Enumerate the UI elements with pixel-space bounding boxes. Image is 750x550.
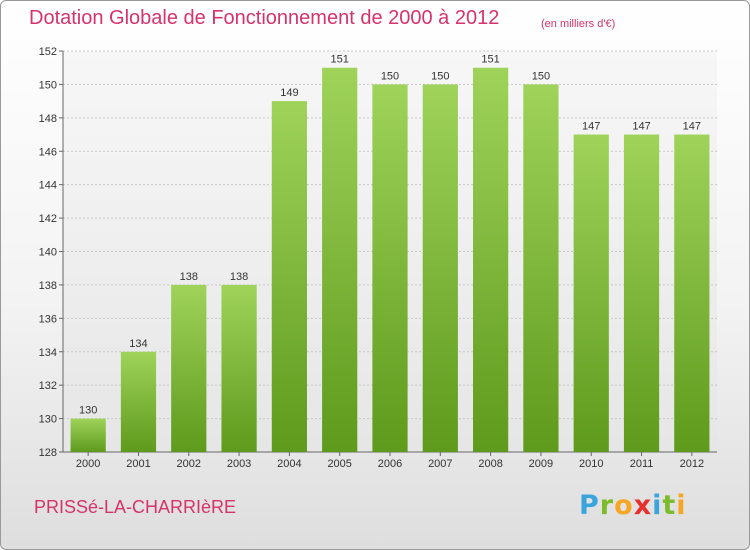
bar-value-label: 150 (532, 70, 550, 82)
bar (422, 84, 458, 453)
logo-letter: i (652, 490, 663, 521)
x-tick-label: 2000 (76, 458, 100, 470)
bar (372, 84, 408, 453)
bar-value-label: 147 (683, 121, 701, 133)
bar-value-label: 151 (331, 54, 349, 66)
bar (70, 418, 106, 452)
bar-value-label: 138 (180, 271, 198, 283)
bar (623, 134, 660, 452)
x-tick-label: 2007 (428, 458, 452, 470)
bar (674, 134, 710, 452)
proxiti-logo: Proxiti (579, 490, 687, 521)
y-tick-label: 144 (39, 180, 57, 192)
bar (271, 101, 307, 452)
x-tick-label: 2012 (680, 458, 704, 470)
x-tick-label: 2003 (227, 458, 251, 470)
logo-letter: o (614, 490, 634, 521)
y-tick-label: 150 (39, 79, 57, 91)
bar (473, 67, 509, 452)
bar-value-label: 134 (129, 338, 147, 350)
bar-value-label: 147 (632, 121, 650, 133)
bar-value-label: 150 (431, 70, 449, 82)
logo-letter: i (676, 490, 687, 521)
x-tick-label: 2009 (529, 458, 553, 470)
y-tick-label: 148 (39, 113, 57, 125)
bar (322, 67, 358, 452)
bar (221, 284, 257, 452)
x-tick-label: 2006 (378, 458, 402, 470)
x-tick-label: 2011 (630, 458, 654, 470)
commune-name: PRISSé-LA-CHARRIèRE (34, 497, 237, 517)
y-tick-label: 146 (39, 146, 57, 158)
bar-value-label: 130 (79, 405, 97, 417)
x-tick-label: 2008 (478, 458, 502, 470)
y-tick-label: 138 (39, 280, 57, 292)
chart-title: Dotation Globale de Fonctionnement de 20… (29, 7, 500, 29)
y-tick-label: 136 (39, 313, 57, 325)
x-tick-label: 2002 (177, 458, 201, 470)
y-tick-label: 140 (39, 247, 57, 259)
y-tick-label: 130 (39, 414, 57, 426)
chart-unit-label: (en milliers d'€) (541, 18, 616, 30)
y-tick-label: 132 (39, 380, 57, 392)
x-tick-label: 2004 (277, 458, 301, 470)
bar (523, 84, 559, 453)
x-tick-label: 2005 (327, 458, 351, 470)
bar (573, 134, 609, 452)
logo-letter: t (662, 490, 677, 521)
bar-value-label: 150 (381, 70, 399, 82)
logo-letter: r (599, 490, 615, 521)
bar (171, 284, 207, 452)
logo-letter: P (579, 490, 600, 521)
bar-value-label: 147 (582, 121, 600, 133)
y-tick-label: 128 (39, 447, 57, 459)
x-tick-label: 2001 (126, 458, 150, 470)
bar-value-label: 151 (481, 54, 499, 66)
y-tick-label: 152 (39, 46, 57, 58)
logo-letter: x (633, 490, 653, 521)
bar (120, 351, 157, 452)
y-tick-label: 142 (39, 213, 57, 225)
bar-value-label: 138 (230, 271, 248, 283)
y-tick-label: 134 (39, 347, 57, 359)
x-tick-label: 2010 (579, 458, 603, 470)
bar-value-label: 149 (280, 87, 298, 99)
